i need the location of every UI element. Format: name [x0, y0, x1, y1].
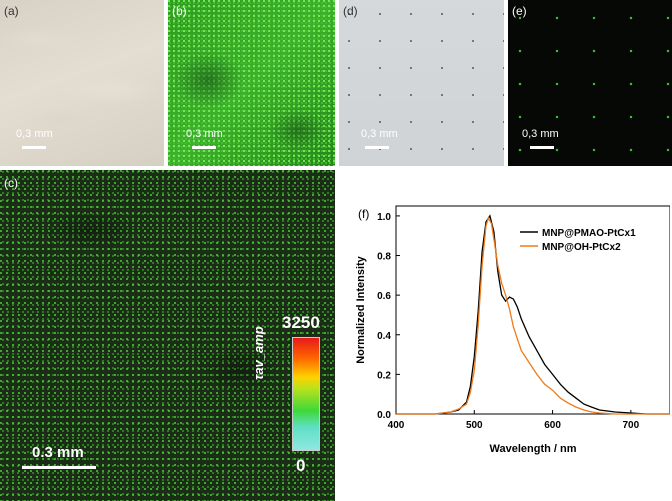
colorbar-max-label: 3250 — [282, 313, 320, 332]
series-line-2 — [396, 216, 670, 415]
panel-c-scalebar — [22, 466, 96, 469]
panel-c-label: (c) — [4, 176, 18, 190]
colorbar-title: τav_amp — [251, 326, 266, 380]
panel-c-scalebar-label: 0.3 mm — [32, 444, 84, 461]
x-tick-label: 400 — [388, 420, 405, 431]
series-group — [396, 214, 670, 415]
panel-b-scalebar — [192, 146, 216, 149]
y-tick-label: 0.8 — [377, 252, 391, 263]
panel-c-lifetime-map: (c) 0.3 mm — [0, 170, 335, 501]
x-tick-label: 700 — [623, 420, 640, 431]
x-axis-title: Wavelength / nm — [490, 443, 577, 455]
panel-f-label: (f) — [358, 207, 369, 221]
y-tick-label: 0.6 — [377, 291, 391, 302]
panel-b-scalebar-label: 0,3 mm — [186, 128, 223, 140]
panel-a-scalebar-label: 0,3 mm — [16, 128, 53, 140]
legend-label-1: MNP@PMAO-PtCx1 — [542, 228, 636, 239]
legend-label-2: MNP@OH-PtCx2 — [542, 242, 621, 253]
panel-e-scalebar-label: 0,3 mm — [522, 128, 559, 140]
panel-b-fluorescence: (b) 0,3 mm — [168, 0, 335, 166]
panel-e-scalebar — [530, 146, 554, 149]
panel-a-micrograph: (a) 0,3 mm — [0, 0, 164, 166]
panel-d-scalebar — [365, 146, 389, 149]
plot-frame — [395, 205, 670, 415]
legend: MNP@PMAO-PtCx1 MNP@OH-PtCx2 — [520, 228, 636, 253]
y-tick-label: 0.2 — [377, 370, 391, 381]
lifetime-colorbar — [292, 337, 320, 451]
series-line-1 — [396, 214, 670, 415]
panel-a-label: (a) — [4, 4, 19, 18]
panel-d-label: (d) — [343, 4, 358, 18]
panel-a-scalebar — [22, 146, 46, 149]
x-tick-label: 600 — [544, 420, 561, 431]
panel-e-fluorescence: (e) 0,3 mm — [508, 0, 672, 166]
panel-e-label: (e) — [512, 4, 527, 18]
panel-d-scalebar-label: 0,3 mm — [361, 128, 398, 140]
panel-d-micrograph: (d) 0,3 mm — [339, 0, 504, 166]
y-tick-label: 0.4 — [377, 331, 391, 342]
x-tick-label: 500 — [466, 420, 483, 431]
emission-spectrum-chart: (f) 0.0 0.2 0.4 0.6 0.8 1.0 400 500 600 700 MNP@… — [355, 205, 670, 455]
y-axis-title: Normalized Intensity — [355, 255, 367, 363]
y-tick-label: 1.0 — [377, 212, 391, 223]
y-axis: 0.0 0.2 0.4 0.6 0.8 1.0 — [377, 212, 400, 421]
panel-b-label: (b) — [172, 4, 187, 18]
colorbar-min-label: 0 — [296, 456, 306, 475]
y-tick-label: 0.0 — [377, 410, 391, 421]
